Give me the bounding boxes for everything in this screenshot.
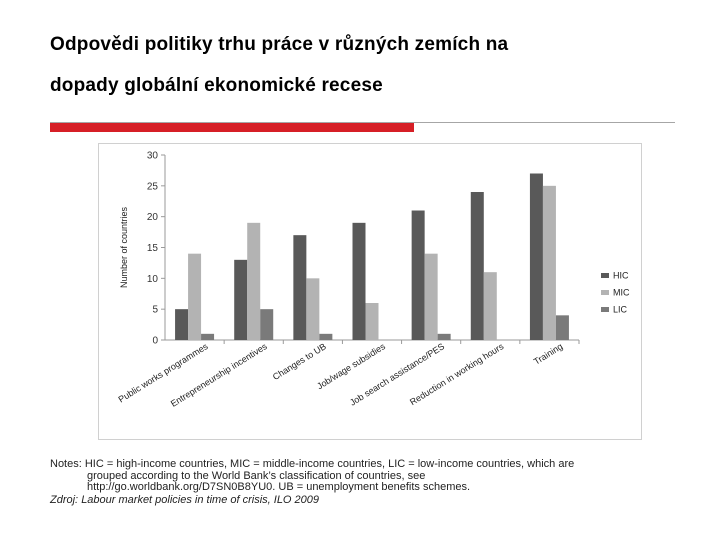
bar-mic <box>188 253 202 340</box>
bar-hic <box>529 173 543 340</box>
bar-hic <box>352 222 366 340</box>
y-tick-label: 5 <box>152 305 158 316</box>
legend-swatch-lic <box>601 307 609 312</box>
bar-hic <box>293 235 307 340</box>
source-label: Zdroj: <box>50 494 79 506</box>
y-tick-label: 10 <box>147 274 159 285</box>
x-category-label: Training <box>532 341 565 367</box>
y-tick-label: 20 <box>147 212 159 223</box>
legend-label-mic: MIC <box>613 288 630 298</box>
title-accent-bar <box>50 123 414 132</box>
bar-lic <box>260 309 274 340</box>
x-category-label: Entrepreneurship incentives <box>169 341 269 409</box>
notes-line-3: http://go.worldbank.org/D7SN0B8YU0. UB =… <box>87 481 471 493</box>
notes-line-2: grouped according to the World Bank’s cl… <box>87 469 426 482</box>
bar-mic <box>542 185 556 340</box>
title-divider <box>50 122 675 123</box>
bar-hic <box>470 192 484 340</box>
chart-container: 0 5 10 15 20 25 30 Number of countries Public wo… <box>98 143 642 440</box>
legend-swatch-hic <box>601 273 609 278</box>
y-axis-title: Number of countries <box>119 206 129 288</box>
notes-line-1: Notes: HIC = high-income countries, MIC … <box>50 458 575 470</box>
x-category-label: Reduction in working hours <box>408 341 506 407</box>
y-tick-label: 15 <box>147 243 159 254</box>
slide-title-line-1: Odpovědi politiky trhu práce v různých z… <box>50 34 509 55</box>
y-tick-label: 0 <box>152 336 158 347</box>
x-category-label: Job search assistance/PES <box>348 341 446 408</box>
bar-mic <box>483 272 497 340</box>
y-tick-label: 30 <box>147 151 159 162</box>
legend-swatch-mic <box>601 290 609 295</box>
bar-mic <box>365 303 379 340</box>
source-work: Labour market policies in time of crisis… <box>81 494 320 506</box>
bar-mic <box>424 253 438 340</box>
bar-mic <box>247 222 261 340</box>
legend-label-hic: HIC <box>613 271 629 281</box>
bar-mic <box>306 278 320 340</box>
y-tick-label: 25 <box>147 181 159 192</box>
source-citation: Zdroj: Labour market policies in time of… <box>50 494 319 506</box>
chart-notes: Notes: HIC = high-income countries, MIC … <box>50 458 690 494</box>
slide-title-line-2: dopady globální ekonomické recese <box>50 75 383 96</box>
bar-lic <box>319 333 333 340</box>
bar-hic <box>411 210 425 340</box>
bar-lic <box>555 315 569 340</box>
bar-hic <box>175 309 189 340</box>
bar-lic <box>437 333 451 340</box>
x-category-label: Changes to UB <box>271 341 328 382</box>
bar-hic <box>234 259 248 340</box>
legend-label-lic: LIC <box>613 305 628 315</box>
bar-lic <box>201 333 215 340</box>
